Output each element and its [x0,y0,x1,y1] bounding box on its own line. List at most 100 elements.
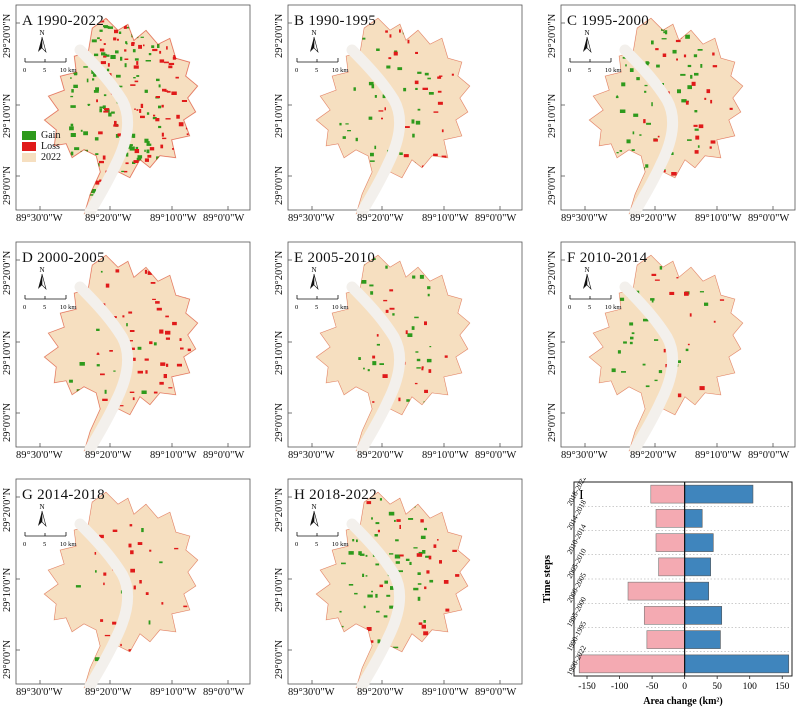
panel-title: F 2010-2014 [567,250,648,266]
river-channel [619,281,679,455]
north-label: N [312,29,317,37]
latitude-label: 29°10'0"N [547,93,558,138]
map-panel: N 0 5 10 km D 2000-2005 29°20'0"N 29°10'0"N 29°… [0,237,254,461]
scale-bar: 0 5 10 km [295,532,348,548]
legend-swatch [22,131,36,140]
map-svg: N 0 5 10 km [15,4,251,218]
map-svg: N 0 5 10 km [287,478,523,692]
latitude-label: 29°20'0"N [2,13,13,58]
bar-loss [646,630,685,649]
bar-gain [684,630,721,649]
longitude-label: 89°10'0"W [150,687,197,698]
panel-title: A 1990-2022 [22,13,105,29]
map-frame [287,241,523,448]
marsh-2022-area [588,254,744,452]
longitude-label: 89°20'0"W [85,687,132,698]
longitude-label: 89°10'0"W [695,213,742,224]
bar-loss [655,509,685,528]
map-frame [15,4,251,211]
latitude-label: 29°10'0"N [274,93,285,138]
bar-gain [684,557,711,577]
scale-bar: 0 5 10 km [23,295,76,311]
north-arrow-icon [38,510,47,528]
longitude-label: 89°20'0"W [85,213,132,224]
scale-bar-label: 5 [315,67,318,74]
scale-bar-label: 10 km [332,304,348,311]
map-panel: N 0 5 10 km E 2005-2010 29°20'0"N 29°10'0"N 29°… [272,237,526,461]
bar-gain [684,654,790,674]
latitude-label: 29°20'0"N [274,487,285,532]
scale-bar-label: 5 [315,541,318,548]
scale-bar-label: 10 km [60,304,76,311]
river-channel [346,44,406,218]
latitude-label: 29°0'0"N [2,166,13,205]
scale-bar-label: 5 [43,304,46,311]
north-label: N [40,29,45,37]
scale-bar: 0 5 10 km [295,295,348,311]
scale-bar: 0 5 10 km [568,58,621,74]
longitude-label: 89°20'0"W [357,687,404,698]
north-arrow-icon [310,36,319,54]
scale-bar-label: 0 [568,304,571,311]
north-arrow-icon [38,273,47,291]
bar-loss [578,654,685,674]
latitude-label: 29°0'0"N [274,640,285,679]
latitude-label: 29°20'0"N [547,250,558,295]
longitude-label: 89°20'0"W [357,213,404,224]
scale-bar: 0 5 10 km [23,58,76,74]
latitude-label: 29°0'0"N [2,640,13,679]
x-tick-label: 150 [775,682,790,692]
map-frame [287,4,523,211]
north-label: N [585,266,590,274]
scale-bar-label: 0 [23,67,26,74]
latitude-label: 29°10'0"N [274,330,285,375]
x-tick-label: -50 [646,682,659,692]
x-axis-label: Area change (km²) [643,696,722,707]
scale-bar-label: 5 [315,304,318,311]
legend-swatch [22,142,36,151]
map-frame [560,4,796,211]
longitude-label: 89°30'0"W [16,213,63,224]
latitude-label: 29°0'0"N [547,403,558,442]
river-channel [619,44,679,218]
legend-item-base: 2022 [22,152,61,163]
latitude-label: 29°20'0"N [2,487,13,532]
longitude-label: 89°30'0"W [561,213,608,224]
scale-bar: 0 5 10 km [23,532,76,548]
longitude-label: 89°30'0"W [288,450,335,461]
latitude-label: 29°20'0"N [547,13,558,58]
latitude-label: 29°10'0"N [2,93,13,138]
x-tick-label: 100 [743,682,758,692]
map-svg: N 0 5 10 km [560,241,796,455]
legend-label: Loss [41,141,60,152]
north-label: N [40,266,45,274]
x-tick-label: -150 [578,682,596,692]
x-tick-label: 0 [682,682,687,692]
longitude-label: 89°10'0"W [150,213,197,224]
map-svg: N 0 5 10 km [287,241,523,455]
map-panel: N 0 5 10 km B 1990-1995 29°20'0"N 29°10'0"N 29°… [272,0,526,224]
north-label: N [312,503,317,511]
north-arrow-icon [310,273,319,291]
scale-bar-label: 0 [295,67,298,74]
bar-loss [643,606,685,625]
marsh-2022-area [315,17,471,215]
scale-bar-label: 10 km [605,304,621,311]
chart-title: I [579,488,584,503]
latitude-label: 29°0'0"N [2,403,13,442]
bar-gain [684,484,754,504]
river-channel [74,518,134,692]
legend-item-loss: Loss [22,141,61,152]
north-label: N [40,503,45,511]
x-tick-label: 50 [712,682,722,692]
map-panel: N 0 5 10 km A 1990-2022 29°20'0"N 29°10'0"N 29°… [0,0,254,224]
latitude-label: 29°10'0"N [2,330,13,375]
longitude-label: 89°20'0"W [630,450,677,461]
scale-bar-label: 10 km [332,541,348,548]
latitude-label: 29°0'0"N [547,166,558,205]
scale-bar-label: 10 km [60,541,76,548]
longitude-label: 89°0'0"W [203,450,245,461]
north-arrow-icon [583,36,592,54]
x-tick-label: -100 [611,682,629,692]
north-arrow-icon [310,510,319,528]
